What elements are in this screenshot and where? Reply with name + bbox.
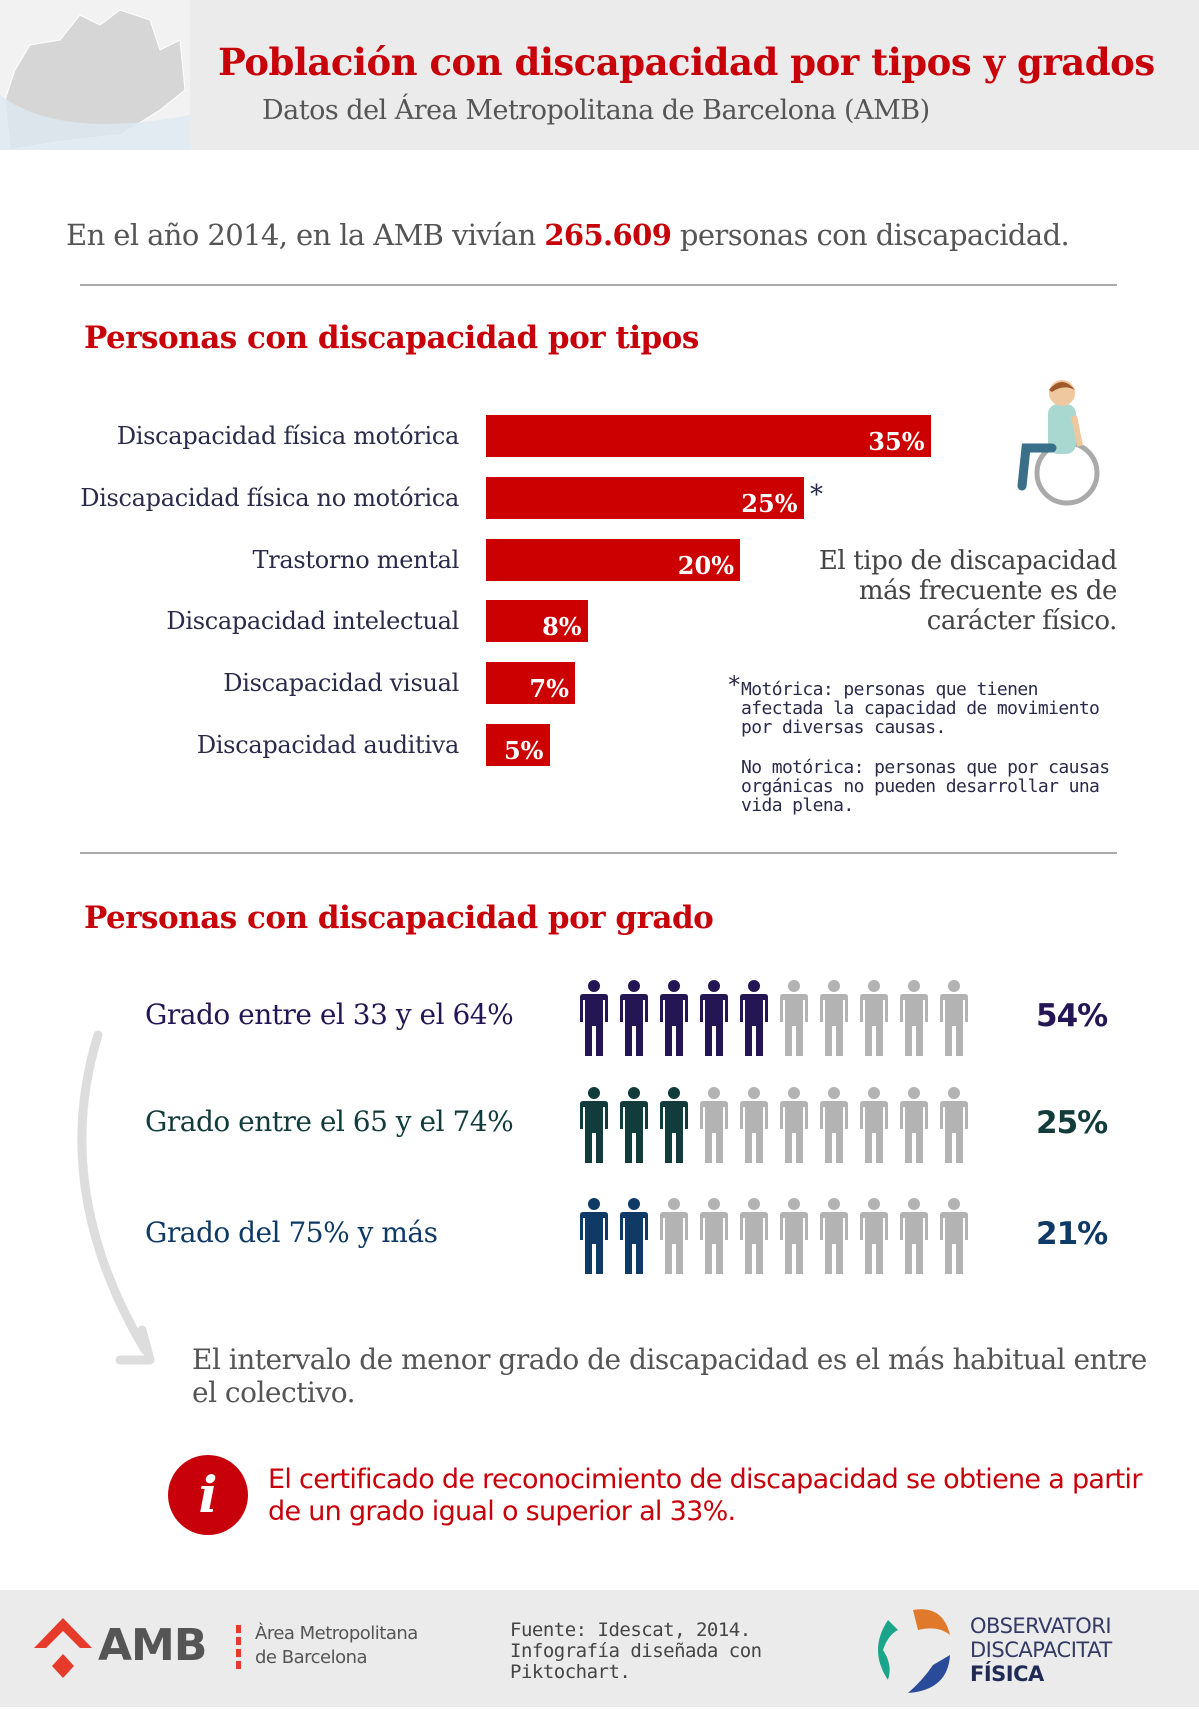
- person-icon-filled: [660, 1087, 688, 1163]
- section-title-grado: Personas con discapacidad por grado: [84, 900, 714, 936]
- grado-label: Grado del 75% y más: [145, 1216, 438, 1249]
- person-icon-empty: [940, 1198, 968, 1274]
- intro-text: En el año 2014, en la AMB vivían 265.609…: [66, 218, 1070, 252]
- grado-conclusion: El intervalo de menor grado de discapaci…: [192, 1343, 1147, 1409]
- person-icon-empty: [660, 1198, 688, 1274]
- header: [0, 0, 1199, 150]
- bar: 5%: [486, 724, 550, 766]
- person-icon-empty: [860, 980, 888, 1056]
- person-icon-empty: [780, 1198, 808, 1274]
- types-insight: El tipo de discapacidad más frecuente es…: [818, 546, 1118, 636]
- grado-percent: 54%: [1036, 998, 1108, 1034]
- person-icon-filled: [620, 980, 648, 1056]
- amb-name: Àrea Metropolitana de Barcelona: [255, 1622, 418, 1670]
- obs-line: OBSERVATORI: [970, 1614, 1112, 1638]
- footnote-no-motorica: No motórica: personas que por causas org…: [741, 757, 1110, 816]
- bar: 35%: [486, 415, 931, 457]
- amb-separator: [236, 1625, 241, 1669]
- person-icon-empty: [940, 980, 968, 1056]
- grado-label: Grado entre el 65 y el 74%: [145, 1105, 514, 1138]
- bar-label: Discapacidad física motórica: [116, 422, 459, 450]
- footnote: * Motórica: personas que tienen afectada…: [727, 673, 1121, 836]
- person-icon-empty: [820, 1087, 848, 1163]
- person-icon-filled: [620, 1087, 648, 1163]
- person-icon-empty: [780, 1087, 808, 1163]
- total-count: 265.609: [544, 218, 672, 252]
- page-title: Población con discapacidad por tipos y g…: [218, 40, 1155, 84]
- person-icon-filled: [580, 980, 608, 1056]
- bar-label: Discapacidad intelectual: [166, 607, 459, 635]
- wheelchair-user-icon: [1017, 380, 1100, 506]
- bar-value-label: 35%: [868, 427, 925, 456]
- footer: [0, 1590, 1199, 1707]
- divider: [80, 284, 1117, 286]
- person-icon-empty: [900, 1087, 928, 1163]
- bar: 25%: [486, 477, 804, 519]
- person-icon-filled: [740, 980, 768, 1056]
- divider: [80, 852, 1117, 854]
- bar-value-label: 8%: [542, 612, 582, 641]
- section-title-tipos: Personas con discapacidad por tipos: [84, 320, 699, 356]
- obs-line: DISCAPACITAT: [970, 1638, 1112, 1662]
- amb-name-line: Àrea Metropolitana: [255, 1623, 418, 1644]
- source-line: Fuente: Idescat, 2014.: [510, 1619, 751, 1641]
- person-icon-filled: [660, 980, 688, 1056]
- footnote-asterisk: *: [727, 671, 741, 699]
- source-line: Piktochart.: [510, 1661, 631, 1683]
- amb-logo-text: AMB: [98, 1620, 207, 1671]
- bar-label: Discapacidad física no motórica: [80, 484, 459, 512]
- info-icon: i: [168, 1455, 248, 1535]
- bar-value-label: 7%: [529, 674, 569, 703]
- bar-label: Trastorno mental: [252, 546, 460, 574]
- person-icon-empty: [940, 1087, 968, 1163]
- person-icon-filled: [700, 980, 728, 1056]
- footnote-motorica: Motórica: personas que tienen afectada l…: [741, 679, 1100, 738]
- asterisk-mark: *: [810, 480, 823, 510]
- person-icon-empty: [740, 1198, 768, 1274]
- person-icon-empty: [780, 980, 808, 1056]
- intro-before: En el año 2014, en la AMB vivían: [66, 218, 545, 252]
- amb-logo-icon: [34, 1618, 92, 1678]
- source-text: Fuente: Idescat, 2014. Infografía diseñad…: [510, 1620, 762, 1683]
- bar-label: Discapacidad auditiva: [196, 731, 459, 759]
- person-icon-empty: [820, 1198, 848, 1274]
- page-subtitle: Datos del Área Metropolitana de Barcelon…: [262, 95, 930, 126]
- bar-label: Discapacidad visual: [223, 669, 459, 697]
- bar-value-label: 25%: [741, 489, 798, 518]
- person-icon-empty: [740, 1087, 768, 1163]
- person-icon-empty: [900, 980, 928, 1056]
- person-icon-empty: [900, 1198, 928, 1274]
- bar-value-label: 5%: [503, 736, 544, 765]
- amb-map-image: [0, 0, 190, 150]
- grado-percent: 25%: [1036, 1105, 1108, 1141]
- person-icon-filled: [580, 1087, 608, 1163]
- person-icon-empty: [860, 1087, 888, 1163]
- source-line: Infografía diseñada con: [510, 1640, 762, 1662]
- amb-name-line: de Barcelona: [255, 1647, 368, 1668]
- person-icon-empty: [700, 1198, 728, 1274]
- person-icon-filled: [620, 1198, 648, 1274]
- observatori-name: OBSERVATORI DISCAPACITAT FÍSICA: [970, 1614, 1112, 1686]
- person-icon-empty: [700, 1087, 728, 1163]
- observatori-logo-icon: [878, 1609, 950, 1693]
- bar-value-label: 20%: [677, 551, 734, 580]
- intro-after: personas con discapacidad.: [671, 218, 1070, 252]
- obs-line: FÍSICA: [970, 1662, 1044, 1686]
- curved-arrow-icon: [77, 1030, 155, 1365]
- grado-label: Grado entre el 33 y el 64%: [145, 998, 514, 1031]
- bar: 7%: [486, 662, 575, 704]
- grado-percent: 21%: [1036, 1216, 1108, 1252]
- certificate-note: El certificado de reconocimiento de disc…: [268, 1464, 1142, 1527]
- bar: 20%: [486, 539, 740, 581]
- person-icon-empty: [820, 980, 848, 1056]
- person-icon-empty: [860, 1198, 888, 1274]
- bar: 8%: [486, 600, 588, 642]
- person-icon-filled: [580, 1198, 608, 1274]
